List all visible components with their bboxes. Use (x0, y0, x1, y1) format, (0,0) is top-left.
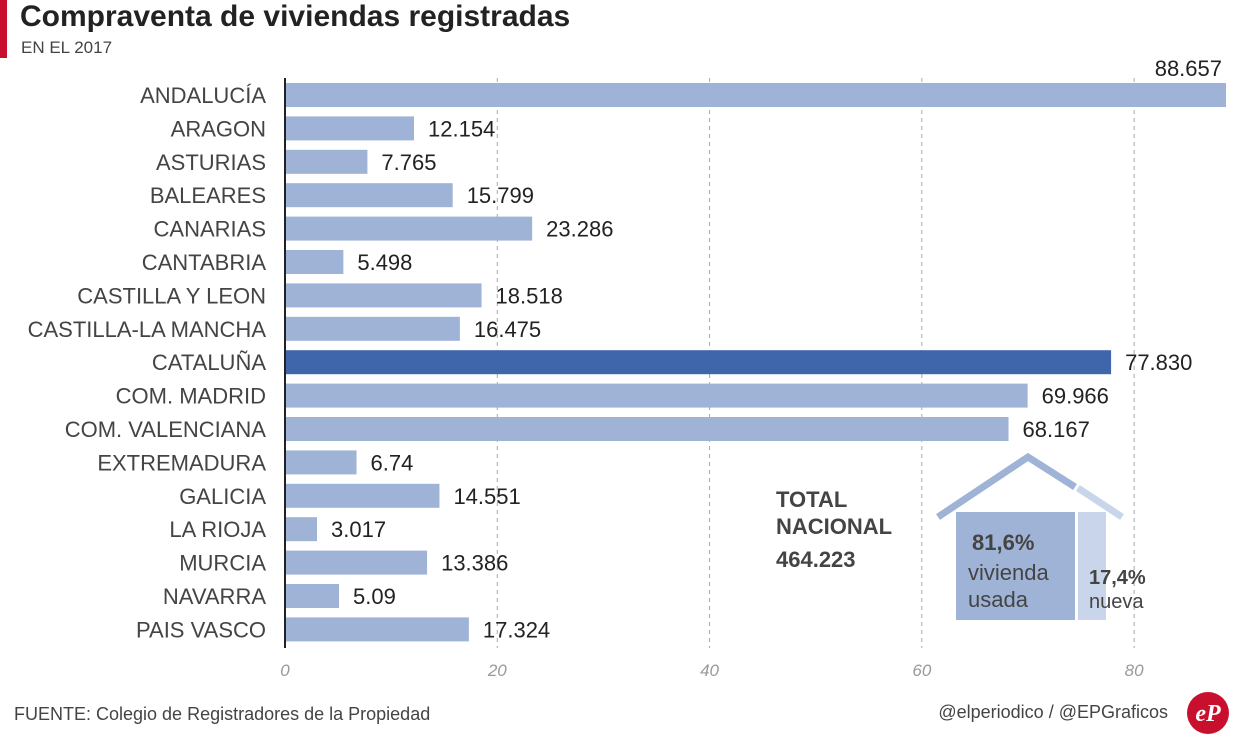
bar-14 (285, 550, 428, 575)
value-label: 88.657 (1155, 56, 1222, 81)
bar-9 (285, 383, 1028, 408)
elperiodico-logo-icon: eP (1187, 692, 1229, 734)
bar-5 (285, 250, 344, 274)
total-label-line2: NACIONAL (776, 514, 892, 539)
category-label: CANARIAS (154, 217, 266, 242)
category-label: EXTREMADURA (97, 450, 266, 475)
total-value: 464.223 (776, 547, 856, 572)
value-label: 3.017 (331, 517, 386, 542)
value-label: 18.518 (496, 283, 563, 308)
category-label: MURCIA (179, 551, 266, 576)
used-percent: 81,6% (972, 530, 1034, 555)
category-labels: ANDALUCÍA ARAGON ASTURIAS BALEARES CANARIAS C… (28, 83, 267, 642)
category-label: COM. MADRID (116, 384, 266, 409)
value-label: 5.09 (353, 584, 396, 609)
bar-0 (285, 83, 1226, 107)
x-tick-label: 80 (1125, 661, 1144, 680)
category-label: CATALUÑA (152, 350, 266, 375)
house-roof-new-icon (1076, 485, 1124, 520)
value-label: 77.830 (1125, 350, 1192, 375)
x-tick-label: 0 (280, 661, 290, 680)
x-tick-label: 20 (487, 661, 507, 680)
bar-7 (285, 316, 460, 341)
value-label: 12.154 (428, 116, 495, 141)
bar-4 (285, 216, 533, 241)
category-label: CASTILLA-LA MANCHA (28, 317, 267, 342)
value-label: 69.966 (1042, 384, 1109, 409)
value-label: 23.286 (546, 217, 613, 242)
value-label: 15.799 (467, 183, 534, 208)
value-label: 5.498 (357, 250, 412, 275)
total-nacional-box: TOTAL NACIONAL 464.223 81,6% vivienda us… (776, 452, 1146, 620)
bar-12 (285, 483, 440, 508)
source-note: FUENTE: Colegio de Registradores de la P… (14, 704, 431, 724)
category-label: ARAGON (171, 116, 266, 141)
grid-lines (496, 78, 1135, 648)
used-label-line1: vivienda (968, 560, 1049, 585)
logo-text: eP (1195, 701, 1221, 727)
category-label: COM. VALENCIANA (65, 417, 267, 442)
bar-13 (285, 517, 318, 542)
bar-chart: ANDALUCÍA ARAGON ASTURIAS BALEARES CANARIAS C… (28, 56, 1226, 680)
category-label: CASTILLA Y LEON (77, 283, 266, 308)
total-label-line1: TOTAL (776, 487, 847, 512)
new-label-line1: nueva (1089, 591, 1144, 613)
bar-3 (285, 183, 453, 208)
bar-8 (285, 350, 1112, 375)
bars (285, 83, 1226, 642)
value-label: 14.551 (453, 484, 520, 509)
x-tick-label: 60 (912, 661, 931, 680)
house-roof-icon (936, 452, 1077, 520)
category-label: ANDALUCÍA (140, 83, 266, 108)
bar-2 (285, 149, 368, 174)
value-labels: 88.657 12.154 7.765 15.799 23.286 5.498 18.518… (331, 56, 1222, 642)
bar-1 (285, 116, 415, 141)
title-accent-bar (0, 0, 7, 58)
value-label: 68.167 (1023, 417, 1090, 442)
used-label-line2: usada (968, 587, 1029, 612)
category-label: GALICIA (179, 484, 266, 509)
value-label: 16.475 (474, 317, 541, 342)
bar-6 (285, 283, 482, 308)
credit-handles: @elperiodico / @EPGraficos (938, 702, 1168, 722)
bar-15 (285, 584, 340, 608)
category-label: ASTURIAS (156, 150, 266, 175)
x-tick-label: 40 (700, 661, 719, 680)
category-label: PAIS VASCO (136, 617, 266, 642)
category-label: CANTABRIA (142, 250, 267, 275)
house-new-icon (1078, 512, 1106, 620)
category-label: LA RIOJA (169, 517, 266, 542)
category-label: BALEARES (150, 183, 266, 208)
house-used-icon (956, 512, 1075, 620)
value-label: 6.74 (371, 450, 414, 475)
value-label: 17.324 (483, 617, 550, 642)
new-percent: 17,4% (1089, 567, 1146, 589)
category-label: NAVARRA (163, 584, 266, 609)
x-axis-ticks: 0 20 40 60 80 (280, 661, 1144, 680)
bar-10 (285, 417, 1009, 441)
value-label: 13.386 (441, 551, 508, 576)
bar-11 (285, 450, 357, 475)
bar-16 (285, 617, 469, 642)
value-label: 7.765 (381, 150, 436, 175)
chart-title: Compraventa de viviendas registradas (20, 0, 571, 33)
chart-subtitle: EN EL 2017 (21, 38, 113, 57)
